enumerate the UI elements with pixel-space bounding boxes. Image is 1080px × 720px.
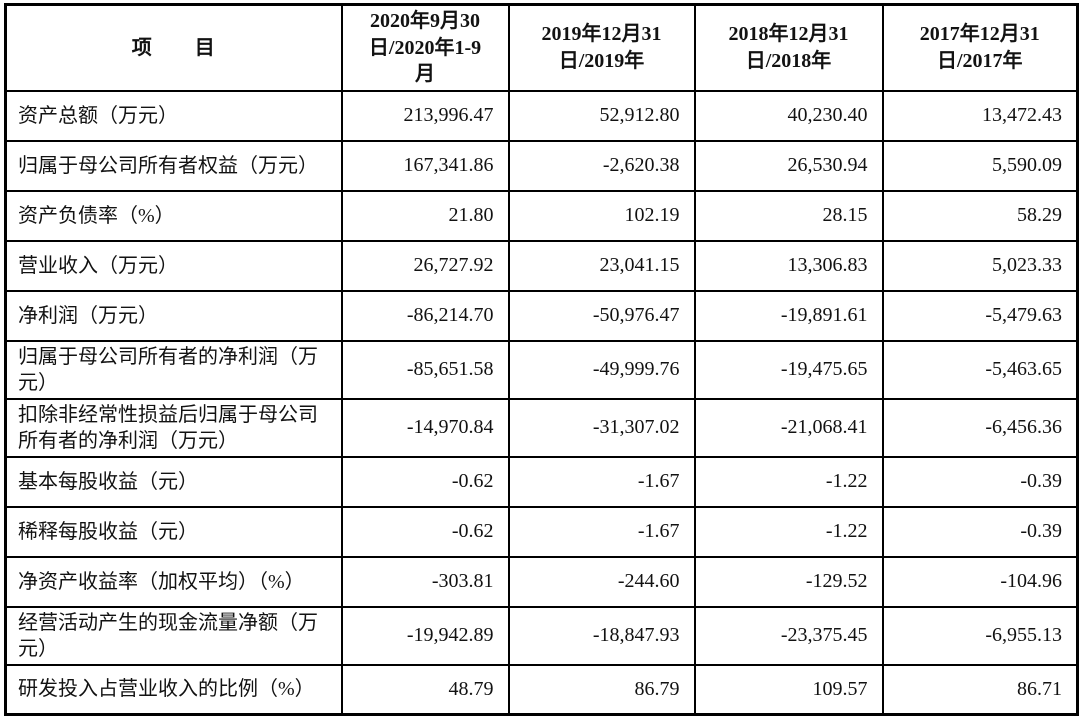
cell-value: 213,996.47 bbox=[340, 89, 510, 142]
cell-value: 86.71 bbox=[881, 663, 1079, 716]
table-row: 扣除非经常性损益后归属于母公司所有者的净利润（万元） -14,970.84 -3… bbox=[4, 397, 1079, 458]
cell-value: -6,456.36 bbox=[881, 397, 1079, 458]
cell-value: -86,214.70 bbox=[340, 289, 510, 342]
row-label: 资产负债率（%） bbox=[4, 189, 343, 242]
table-row: 营业收入（万元） 26,727.92 23,041.15 13,306.83 5… bbox=[4, 239, 1079, 292]
cell-value: 26,727.92 bbox=[340, 239, 510, 292]
cell-value: -129.52 bbox=[693, 555, 884, 608]
row-label: 营业收入（万元） bbox=[4, 239, 343, 292]
cell-value: -2,620.38 bbox=[507, 139, 696, 192]
cell-value: -1.67 bbox=[507, 505, 696, 558]
table-row: 净资产收益率（加权平均）（%） -303.81 -244.60 -129.52 … bbox=[4, 555, 1079, 608]
cell-value: -14,970.84 bbox=[340, 397, 510, 458]
row-label: 扣除非经常性损益后归属于母公司所有者的净利润（万元） bbox=[4, 397, 343, 458]
table-row: 研发投入占营业收入的比例（%） 48.79 86.79 109.57 86.71 bbox=[4, 663, 1079, 716]
table-row: 归属于母公司所有者权益（万元） 167,341.86 -2,620.38 26,… bbox=[4, 139, 1079, 192]
cell-value: 52,912.80 bbox=[507, 89, 696, 142]
row-label: 净资产收益率（加权平均）（%） bbox=[4, 555, 343, 608]
row-label: 净利润（万元） bbox=[4, 289, 343, 342]
cell-value: -303.81 bbox=[340, 555, 510, 608]
header-period-2018: 2018年12月31 日/2018年 bbox=[693, 3, 884, 92]
table-header-row: 项 目 2020年9月30 日/2020年1-9 月 2019年12月31 日/… bbox=[4, 3, 1079, 92]
cell-value: 28.15 bbox=[693, 189, 884, 242]
table-row: 资产总额（万元） 213,996.47 52,912.80 40,230.40 … bbox=[4, 89, 1079, 142]
cell-value: -104.96 bbox=[881, 555, 1079, 608]
row-label: 归属于母公司所有者的净利润（万元） bbox=[4, 339, 343, 400]
cell-value: -0.62 bbox=[340, 505, 510, 558]
header-period-2020: 2020年9月30 日/2020年1-9 月 bbox=[340, 3, 510, 92]
cell-value: -19,891.61 bbox=[693, 289, 884, 342]
cell-value: 48.79 bbox=[340, 663, 510, 716]
cell-value: 5,023.33 bbox=[881, 239, 1079, 292]
cell-value: -21,068.41 bbox=[693, 397, 884, 458]
header-item-column: 项 目 bbox=[4, 3, 343, 92]
row-label: 资产总额（万元） bbox=[4, 89, 343, 142]
cell-value: -244.60 bbox=[507, 555, 696, 608]
cell-value: -23,375.45 bbox=[693, 605, 884, 666]
cell-value: -85,651.58 bbox=[340, 339, 510, 400]
table-row: 资产负债率（%） 21.80 102.19 28.15 58.29 bbox=[4, 189, 1079, 242]
cell-value: 13,306.83 bbox=[693, 239, 884, 292]
cell-value: -31,307.02 bbox=[507, 397, 696, 458]
table-row: 基本每股收益（元） -0.62 -1.67 -1.22 -0.39 bbox=[4, 455, 1079, 508]
header-period-2019: 2019年12月31 日/2019年 bbox=[507, 3, 696, 92]
cell-value: 109.57 bbox=[693, 663, 884, 716]
cell-value: -0.39 bbox=[881, 455, 1079, 508]
table-row: 稀释每股收益（元） -0.62 -1.67 -1.22 -0.39 bbox=[4, 505, 1079, 558]
financial-indicators-table: 项 目 2020年9月30 日/2020年1-9 月 2019年12月31 日/… bbox=[4, 3, 1079, 716]
table-row: 经营活动产生的现金流量净额（万元） -19,942.89 -18,847.93 … bbox=[4, 605, 1079, 666]
table-row: 净利润（万元） -86,214.70 -50,976.47 -19,891.61… bbox=[4, 289, 1079, 342]
row-label: 基本每股收益（元） bbox=[4, 455, 343, 508]
row-label: 稀释每股收益（元） bbox=[4, 505, 343, 558]
cell-value: 13,472.43 bbox=[881, 89, 1079, 142]
cell-value: 167,341.86 bbox=[340, 139, 510, 192]
row-label: 归属于母公司所有者权益（万元） bbox=[4, 139, 343, 192]
cell-value: -0.62 bbox=[340, 455, 510, 508]
cell-value: -19,475.65 bbox=[693, 339, 884, 400]
cell-value: -49,999.76 bbox=[507, 339, 696, 400]
table-row: 归属于母公司所有者的净利润（万元） -85,651.58 -49,999.76 … bbox=[4, 339, 1079, 400]
cell-value: 23,041.15 bbox=[507, 239, 696, 292]
cell-value: 58.29 bbox=[881, 189, 1079, 242]
cell-value: 86.79 bbox=[507, 663, 696, 716]
cell-value: -1.67 bbox=[507, 455, 696, 508]
cell-value: -5,479.63 bbox=[881, 289, 1079, 342]
row-label: 经营活动产生的现金流量净额（万元） bbox=[4, 605, 343, 666]
header-period-2017: 2017年12月31 日/2017年 bbox=[881, 3, 1079, 92]
cell-value: 102.19 bbox=[507, 189, 696, 242]
row-label: 研发投入占营业收入的比例（%） bbox=[4, 663, 343, 716]
cell-value: 26,530.94 bbox=[693, 139, 884, 192]
cell-value: 40,230.40 bbox=[693, 89, 884, 142]
cell-value: -18,847.93 bbox=[507, 605, 696, 666]
cell-value: 5,590.09 bbox=[881, 139, 1079, 192]
cell-value: -1.22 bbox=[693, 455, 884, 508]
cell-value: -5,463.65 bbox=[881, 339, 1079, 400]
cell-value: -6,955.13 bbox=[881, 605, 1079, 666]
cell-value: -19,942.89 bbox=[340, 605, 510, 666]
cell-value: -50,976.47 bbox=[507, 289, 696, 342]
cell-value: -1.22 bbox=[693, 505, 884, 558]
cell-value: 21.80 bbox=[340, 189, 510, 242]
cell-value: -0.39 bbox=[881, 505, 1079, 558]
